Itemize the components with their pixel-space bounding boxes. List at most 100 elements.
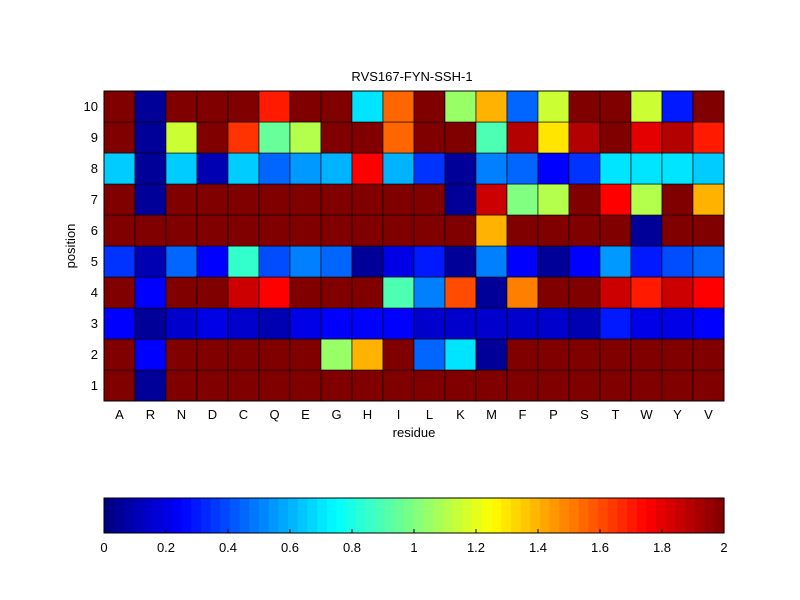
heatmap-cell-L-8 [413,152,446,185]
plot-frame [103,90,725,402]
heatmap-cell-H-10 [351,90,384,123]
colorbar-segment [607,498,619,533]
colorbar-segment [559,498,570,533]
heatmap-cell-C-5 [227,245,260,278]
colorbar-segment [375,498,386,533]
x-tick-label: E [301,407,310,422]
heatmap-cell-K-7 [444,183,477,216]
colorbar-segment [646,498,657,533]
colorbar-segment [617,498,628,533]
heatmap-cell-W-9 [630,121,663,154]
x-tick-label: M [486,407,497,422]
heatmap-cell-A-7 [103,183,136,216]
colorbar-segment [268,498,279,533]
heatmap-cell-T-3 [599,307,632,340]
heatmap-cell-I-3 [382,307,415,340]
x-tick-label: V [704,407,713,422]
heatmap-cell-Q-8 [258,152,291,185]
heatmap-cell-A-3 [103,307,136,340]
colorbar-segment [491,498,502,533]
heatmap-cell-V-1 [692,369,725,402]
heatmap-cell-M-2 [475,338,508,371]
heatmap-cell-Y-10 [661,90,694,123]
heatmap-cell-P-9 [537,121,570,154]
y-axis-label: position [63,224,78,269]
colorbar-segment [171,498,183,533]
heatmap-cell-H-1 [351,369,384,402]
x-axis-label: residue [393,425,436,440]
heatmap-cell-D-7 [196,183,229,216]
heatmap-cell-G-6 [320,214,353,247]
heatmap-cell-G-1 [320,369,353,402]
colorbar-segment [414,498,425,533]
colorbar-segment [307,498,318,533]
heatmap-cell-G-3 [320,307,353,340]
heatmap-cell-Q-4 [258,276,291,309]
heatmap-cell-F-3 [506,307,539,340]
colorbar-segment [685,498,696,533]
colorbar-segment [113,498,124,533]
heatmap-cell-F-8 [506,152,539,185]
colorbar-tick-label: 1.6 [591,540,609,555]
heatmap-cell-V-4 [692,276,725,309]
heatmap-cell-W-3 [630,307,663,340]
y-tick-label: 5 [91,254,98,269]
heatmap-cell-A-5 [103,245,136,278]
heatmap-cell-E-1 [289,369,322,402]
heatmap-cell-S-8 [568,152,601,185]
heatmap-cell-T-8 [599,152,632,185]
colorbar-segment [365,498,376,533]
x-tick-label: D [208,407,217,422]
colorbar-segment [229,498,241,533]
colorbar-segment [162,498,173,533]
heatmap-cell-R-6 [134,214,167,247]
colorbar-segment [665,498,677,533]
x-tick-label: G [331,407,341,422]
colorbar-segment [288,498,299,533]
heatmap-cell-K-6 [444,214,477,247]
colorbar-segment [481,498,493,533]
colorbar-segment [336,498,347,533]
heatmap-cell-F-1 [506,369,539,402]
heatmap-cell-I-9 [382,121,415,154]
heatmap-cell-S-1 [568,369,601,402]
heatmap-cell-F-4 [506,276,539,309]
x-tick-label: K [456,407,465,422]
heatmap-cell-F-9 [506,121,539,154]
heatmap-cell-N-1 [165,369,198,402]
heatmap-cell-Y-6 [661,214,694,247]
heatmap-cell-P-6 [537,214,570,247]
colorbar-segment [104,498,115,533]
heatmap-cell-W-5 [630,245,663,278]
colorbar-segment [346,498,357,533]
heatmap-cell-T-4 [599,276,632,309]
heatmap-cell-R-3 [134,307,167,340]
heatmap-cell-F-5 [506,245,539,278]
heatmap-cell-D-4 [196,276,229,309]
heatmap-cell-V-2 [692,338,725,371]
heatmap-cell-W-8 [630,152,663,185]
colorbar-tick-label: 1.2 [467,540,485,555]
heatmap-cell-V-3 [692,307,725,340]
heatmap-cell-K-4 [444,276,477,309]
y-tick-label: 3 [91,316,98,331]
heatmap-cell-V-6 [692,214,725,247]
x-tick-label: T [612,407,620,422]
heatmap-cell-N-6 [165,214,198,247]
colorbar-segment [355,498,367,533]
heatmap-cell-H-3 [351,307,384,340]
heatmap-cell-M-5 [475,245,508,278]
heatmap-cell-A-6 [103,214,136,247]
colorbar-segment [142,498,154,533]
heatmap-cell-C-3 [227,307,260,340]
colorbar-segment [152,498,163,533]
heatmap-cell-Y-4 [661,276,694,309]
colorbar-segment [462,498,473,533]
heatmap-cell-V-7 [692,183,725,216]
heatmap-cell-P-10 [537,90,570,123]
heatmap-cell-R-7 [134,183,167,216]
x-tick-label: H [363,407,372,422]
colorbar-segment [443,498,454,533]
heatmap-cell-I-6 [382,214,415,247]
